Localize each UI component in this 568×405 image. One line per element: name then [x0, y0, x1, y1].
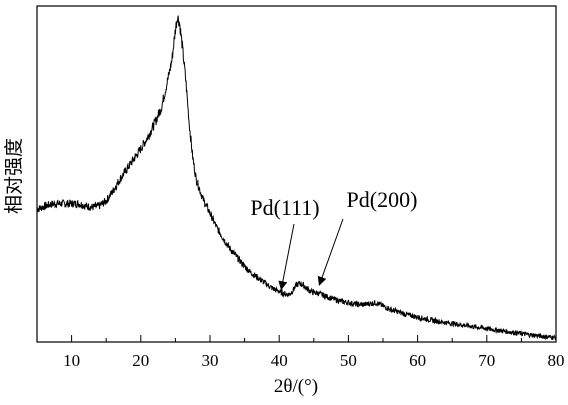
series-line: [36, 15, 557, 341]
x-tick-label: 20: [132, 351, 149, 370]
x-tick-label: 80: [548, 351, 565, 370]
annotation-arrow: [278, 223, 295, 291]
annotation-label: Pd(200): [347, 187, 418, 212]
x-axis-tick-labels: 10 20 30 40 50 60 70 80: [63, 351, 564, 370]
x-tick-label: 10: [63, 351, 80, 370]
plot-frame: [36, 5, 557, 343]
x-tick-label: 60: [409, 351, 426, 370]
plot-border: [36, 5, 557, 343]
x-tick-label: 70: [478, 351, 495, 370]
y-axis-label: 相对强度: [3, 138, 25, 214]
x-tick-label: 50: [340, 351, 357, 370]
annotation-label: Pd(111): [250, 195, 319, 220]
x-tick-label: 40: [271, 351, 288, 370]
annotation-layer: Pd(111) Pd(200): [250, 187, 418, 291]
x-axis-ticks: [36, 335, 557, 342]
x-tick-label: 30: [202, 351, 219, 370]
x-axis-label: 2θ/(°): [274, 376, 318, 397]
annotation-arrow: [317, 218, 344, 286]
series-layer: [36, 15, 557, 341]
